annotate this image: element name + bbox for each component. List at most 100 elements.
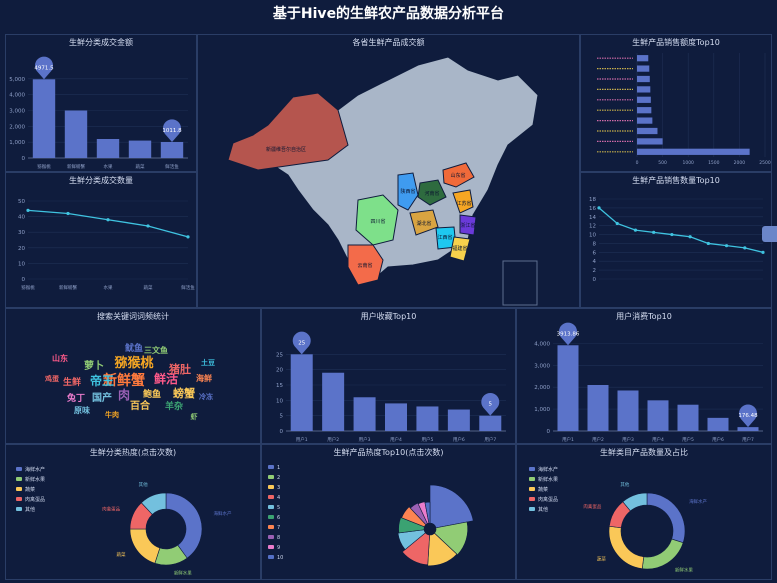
wordcloud-word: 萝卜 [84,359,104,372]
bar [637,127,658,135]
marker-label: 1011.8 [162,128,182,134]
bar [385,403,407,431]
legend-label: 肉禽蛋品 [538,496,558,503]
y-tick-label: 20 [18,246,25,252]
bar [637,86,651,93]
legend-swatch [16,487,22,491]
panel-title: 生鲜产品热度Top10(点击次数) [333,448,444,457]
marker-pin [35,56,53,80]
y-tick-label: 40 [18,215,25,221]
legend-swatch [16,507,22,511]
point [26,208,30,212]
legend-label: 其他 [538,506,548,513]
point [186,235,190,239]
marker-pin [559,322,577,346]
x-tick-label: 用户4 [652,436,664,443]
y-tick-label: 0 [547,429,551,435]
bar [587,385,609,431]
wordcloud-word: 猪肚 [168,362,191,376]
y-tick-label: 5,000 [9,77,25,83]
point [597,206,601,210]
map-region-jiangsu [452,189,474,214]
x-tick-label: 0 [636,160,639,166]
map-inset-south-sea [502,260,538,306]
x-tick-label: 水果 [104,284,113,291]
point [761,250,765,254]
y-tick-label: 3,000 [9,109,25,115]
bar [647,400,669,431]
x-tick-label: 猕猴桃 [21,284,35,291]
x-tick-label: 新鲜螃蟹 [59,284,77,291]
point [146,224,150,228]
wordcloud-word: 山东 [52,353,68,363]
bar [96,139,120,158]
marker-label: 3913.86 [557,331,580,337]
x-tick-label: 蔬菜 [136,163,145,170]
bar [557,345,579,431]
legend-swatch [268,475,274,479]
legend-label: 6 [277,515,280,521]
wordcloud-word: 国产 [92,391,112,404]
x-tick-label: 1000 [682,160,694,166]
slice [401,532,430,566]
y-tick-label: 10 [589,233,596,239]
marker-label: 176.48 [738,413,758,419]
slice-label: 肉禽蛋品 [102,506,120,513]
map-region-label: 云南省 [357,262,372,269]
x-tick-label: 用户5 [682,436,694,443]
legend-label: 新鲜水果 [25,476,45,483]
point [688,235,692,239]
chart-user-favorites: 0 5 10 15 20 25 用户1 用户2 用户3 用户4 用户5 用户6 用户7 25 5 [276,331,506,443]
map-region-sichuan [355,194,399,246]
y-tick-label: 50 [18,199,25,205]
bar [353,397,376,431]
map-region-shandong [442,162,475,188]
legend-label: 4 [277,495,280,501]
y-tick-label: 30 [18,230,25,236]
wordcloud-word: 鱿鱼 [125,342,143,354]
panel-title: 搜索关键词词频统计 [97,312,169,321]
x-tick-label: 用户6 [453,436,465,443]
point [106,218,110,222]
legend-label: 7 [277,525,280,531]
panel-user-favorites: 用户收藏Top10 0 5 10 15 20 25 用户1 用户2 用户3 用户4 用户5 用户6 用户… [261,308,516,444]
bar [447,409,470,431]
marker-pin [739,404,757,428]
slice-label: 蔬菜 [117,551,126,558]
slice [608,525,645,570]
slice [429,484,474,529]
bar [677,404,699,431]
china-map [227,56,539,306]
legend-label: 海鲜水产 [25,466,45,473]
legend-swatch [529,467,535,471]
wordcloud-word: 牛肉 [105,410,119,419]
y-tick-label: 4 [593,259,597,265]
map-region-label: 河南省 [424,190,439,197]
slice-label: 海鲜水产 [689,498,707,505]
marker-label: 4971.5 [34,65,54,71]
x-tick-label: 用户6 [712,436,724,443]
y-tick-label: 2,000 [534,385,550,391]
x-tick-label: 用户1 [562,436,574,443]
legend-swatch [268,495,274,499]
point [706,241,710,246]
wordcloud-word: 鲍鱼 [143,388,161,400]
marker-pin [163,119,181,142]
legend-label: 蔬菜 [25,486,35,493]
legend-label: 海鲜水产 [538,466,558,473]
legend-swatch [529,497,535,501]
side-expand-button[interactable] [762,226,777,242]
legend-label: 2 [277,475,280,481]
bar [322,372,345,431]
bar [737,427,759,431]
map-region-zhejiang [459,214,477,236]
map-region-fujian [449,236,471,262]
map-region-hubei [409,209,439,236]
legend-swatch [16,497,22,501]
legend-swatch [529,477,535,481]
y-tick-label: 8 [593,241,597,247]
bar [707,417,729,431]
legend-label: 10 [277,555,283,561]
bar [637,65,650,72]
